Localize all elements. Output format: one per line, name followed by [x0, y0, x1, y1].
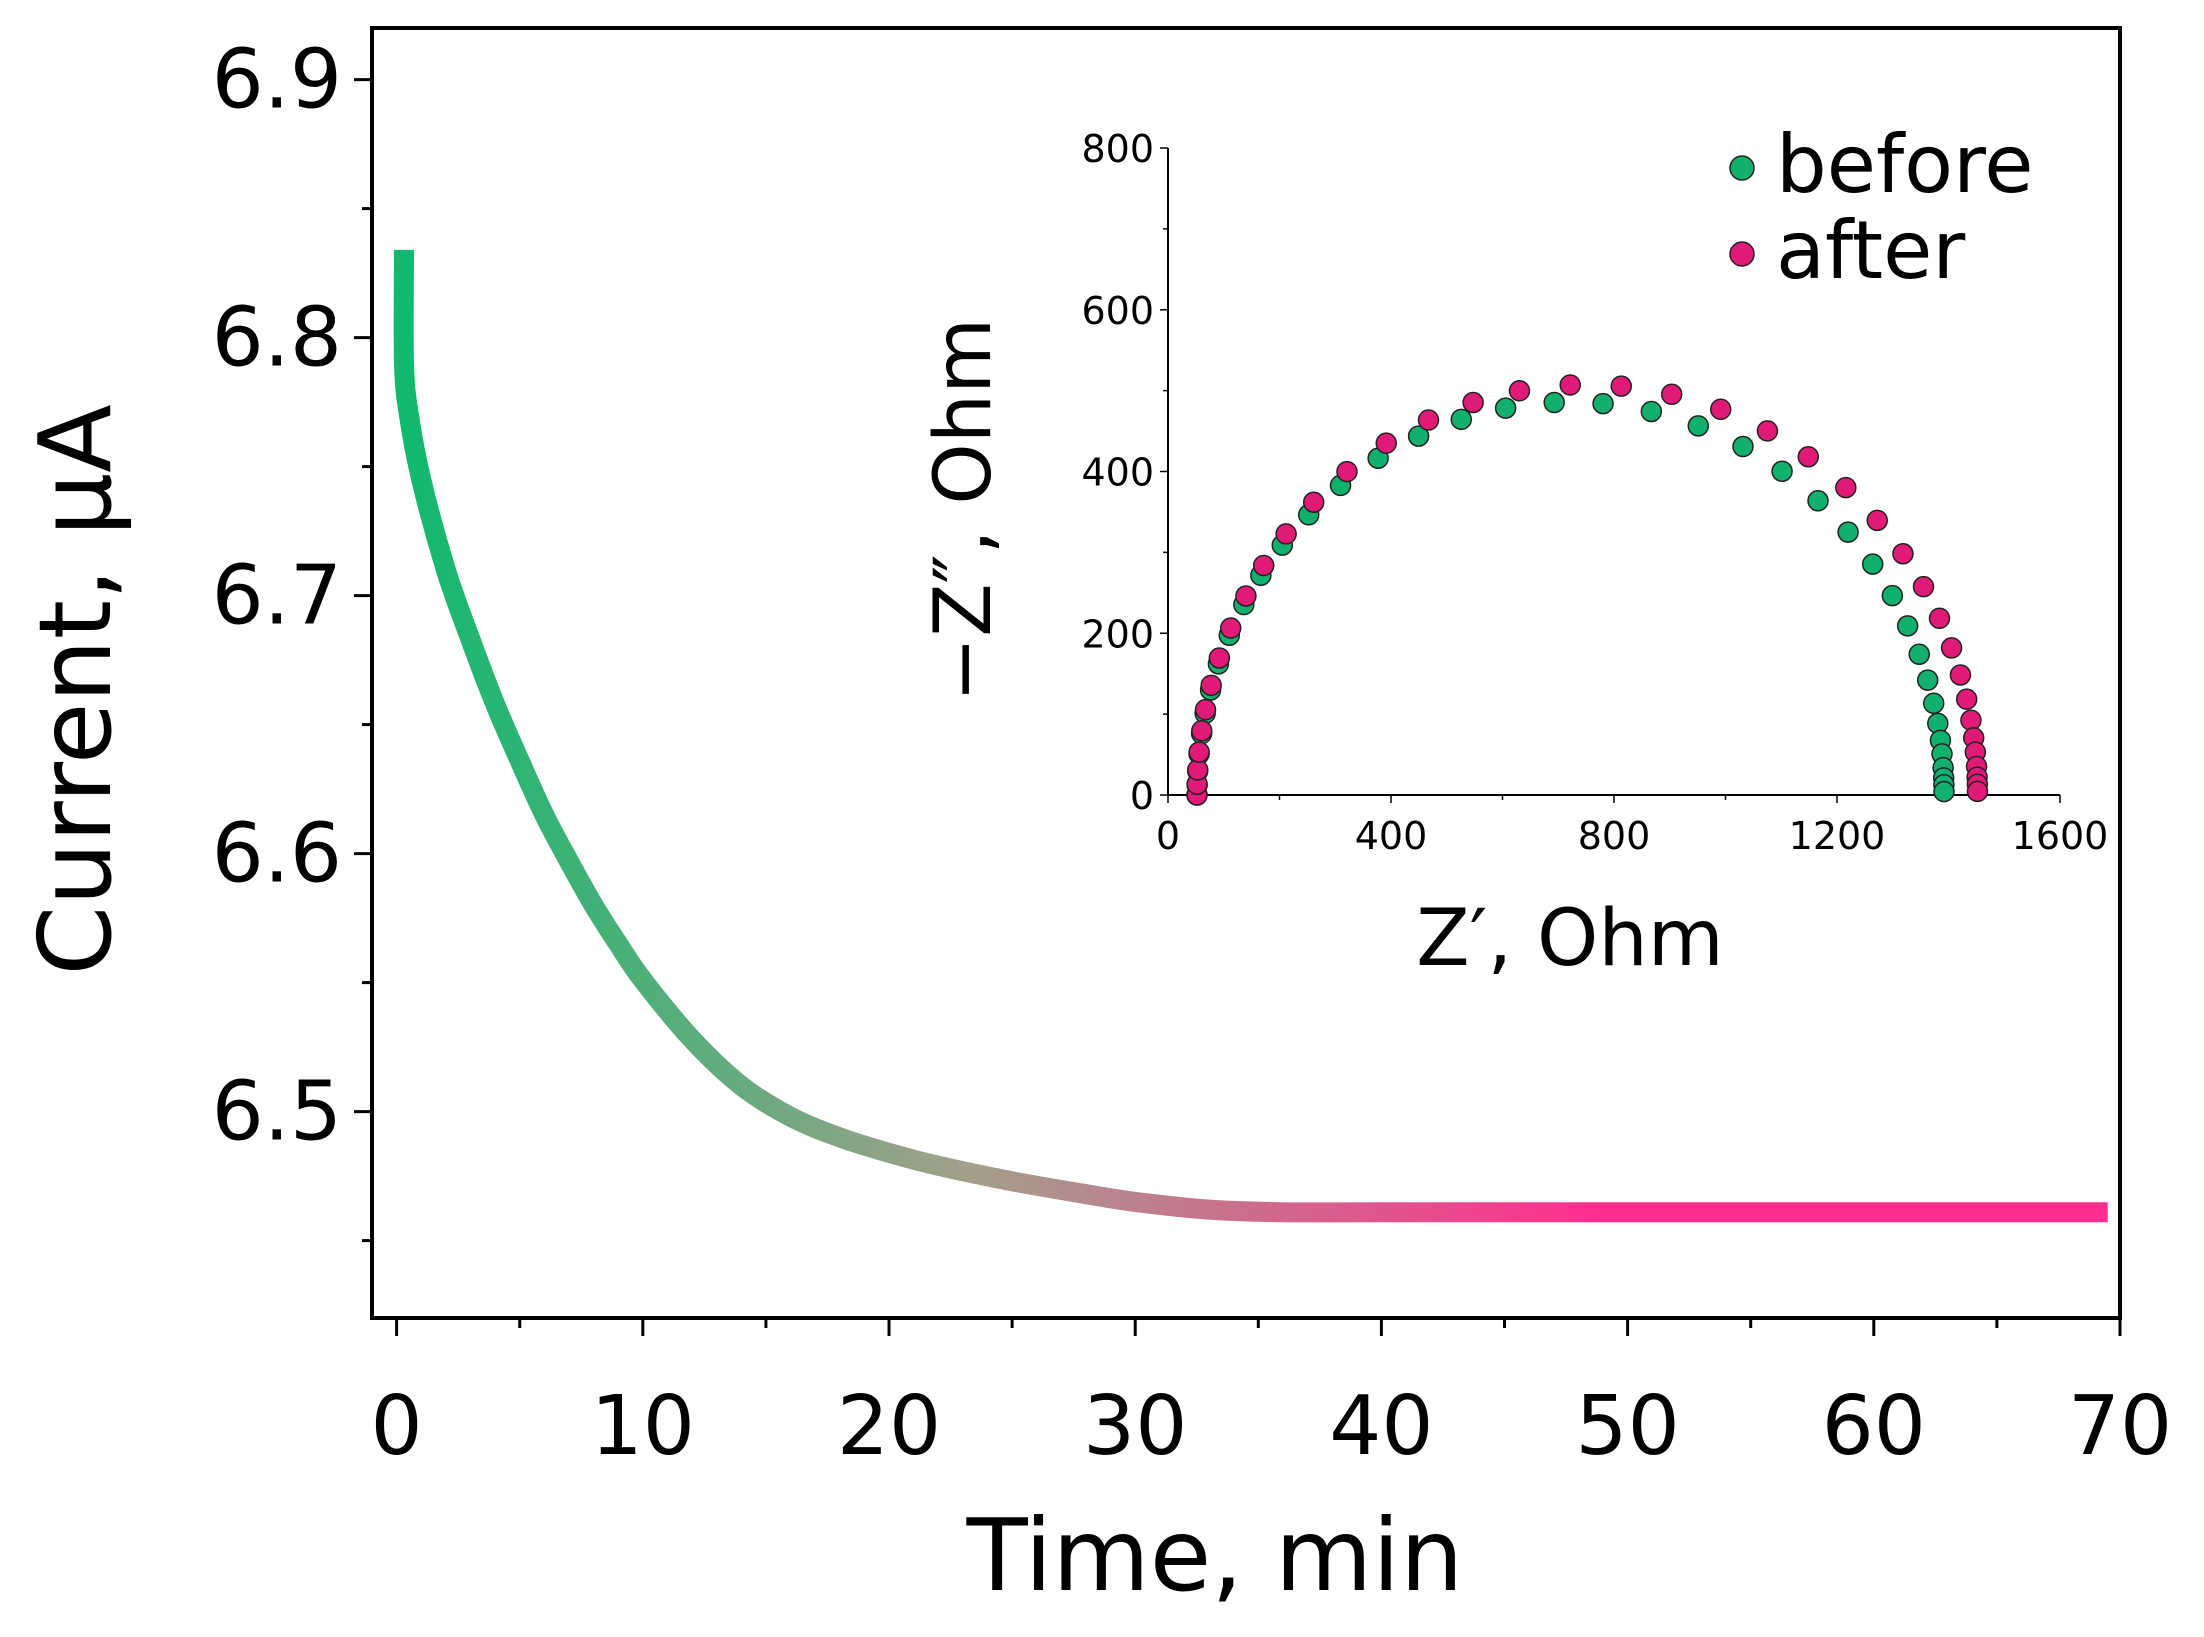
- data-point-after: [1940, 637, 1963, 659]
- inset-y-tick-label: 600: [1081, 289, 1154, 333]
- current-curve: [393, 249, 2108, 1223]
- inset-chart: 0 400 800 1200 1600 0 200 400 600 800 Z′, Ohm −Z…: [919, 118, 2108, 984]
- main-y-axis-title: Current, µA: [17, 404, 134, 975]
- main-series-layer: [393, 249, 2108, 1223]
- data-point-after: [1417, 409, 1440, 431]
- data-point-after: [1660, 383, 1683, 406]
- data-point-after: [1966, 780, 1989, 803]
- legend-label-after: after: [1776, 204, 1965, 297]
- data-point-before: [1837, 521, 1859, 543]
- inset-y-tick-label: 0: [1130, 774, 1154, 818]
- main-x-tick-label: 40: [1329, 1379, 1433, 1474]
- data-point-before: [1687, 415, 1710, 437]
- data-point-after: [1835, 476, 1857, 499]
- data-point-after: [1866, 509, 1889, 532]
- series-after: [1186, 374, 1989, 806]
- main-plot-frame: [370, 26, 2122, 1320]
- main-x-tick-label: 30: [1083, 1379, 1187, 1474]
- data-point-after: [1508, 380, 1531, 402]
- main-chart: 0 10 20 30 40 50 60 70 6.5 6.6 6.7 6.8 6.9 Time, mi…: [17, 26, 2172, 1614]
- legend-marker-after: [1729, 241, 1755, 267]
- inset-x-tick-label: 400: [1355, 814, 1428, 858]
- data-point-before: [1494, 397, 1517, 419]
- data-point-before: [1450, 408, 1473, 431]
- inset-y-tick-label: 800: [1081, 127, 1154, 171]
- data-point-after: [1949, 664, 1972, 686]
- data-point-before: [1543, 391, 1565, 414]
- data-point-after: [1194, 698, 1217, 721]
- main-y-tick-label: 6.6: [212, 807, 342, 902]
- data-point-after: [1912, 575, 1935, 598]
- inset-legend: before after: [1729, 118, 2033, 297]
- data-point-after: [1275, 523, 1297, 545]
- data-point-after: [1709, 398, 1732, 421]
- data-point-after: [1336, 460, 1358, 483]
- main-y-tick-label: 6.8: [212, 291, 342, 386]
- legend-label-before: before: [1776, 118, 2033, 211]
- main-y-tick-label: 6.7: [212, 549, 342, 644]
- inset-x-axis: 0 400 800 1200 1600: [1156, 795, 2108, 858]
- data-point-before: [1771, 460, 1793, 482]
- data-point-after: [1191, 720, 1213, 742]
- data-point-before: [1896, 615, 1919, 637]
- inset-y-tick-label: 400: [1081, 451, 1154, 495]
- data-point-before: [1732, 435, 1754, 458]
- main-x-axis-title: Time, min: [966, 1497, 1464, 1614]
- data-point-before: [1933, 780, 1955, 803]
- main-x-tick-label: 20: [837, 1379, 941, 1474]
- main-x-tick-label: 60: [1822, 1379, 1926, 1474]
- data-point-before: [1916, 669, 1939, 691]
- data-point-before: [1881, 584, 1904, 607]
- main-x-tick-label: 0: [371, 1379, 423, 1474]
- main-x-axis: 0 10 20 30 40 50 60 70: [371, 1318, 2172, 1474]
- data-point-after: [1235, 585, 1257, 607]
- data-point-after: [1928, 607, 1951, 630]
- inset-y-axis: 0 200 400 600 800: [1081, 127, 1168, 818]
- legend-marker-before: [1729, 155, 1755, 181]
- data-point-after: [1756, 420, 1779, 442]
- inset-series-layer: [1186, 374, 1989, 806]
- main-x-tick-label: 70: [2068, 1379, 2172, 1474]
- data-point-after: [1252, 554, 1275, 577]
- data-point-after: [1610, 375, 1633, 397]
- data-point-before: [1592, 392, 1614, 415]
- inset-x-axis-title: Z′, Ohm: [1416, 894, 1724, 984]
- main-y-tick-label: 6.9: [212, 33, 342, 128]
- inset-x-tick-label: 1600: [2012, 814, 2109, 858]
- data-point-after: [1960, 709, 1982, 731]
- series-before: [1186, 391, 1955, 806]
- main-y-tick-label: 6.5: [212, 1065, 342, 1160]
- data-point-before: [1640, 400, 1663, 423]
- data-point-before: [1908, 643, 1930, 665]
- main-x-tick-label: 10: [591, 1379, 695, 1474]
- inset-x-tick-label: 0: [1156, 814, 1180, 858]
- data-point-after: [1375, 432, 1397, 454]
- inset-x-tick-label: 800: [1578, 814, 1651, 858]
- data-point-after: [1188, 741, 1210, 763]
- main-x-tick-label: 50: [1575, 1379, 1679, 1474]
- data-point-before: [1807, 490, 1829, 512]
- data-point-after: [1219, 617, 1242, 639]
- data-point-after: [1892, 542, 1914, 565]
- data-point-after: [1200, 674, 1222, 697]
- data-point-after: [1186, 759, 1209, 781]
- data-point-before: [1922, 692, 1945, 715]
- inset-y-axis-title: −Z″, Ohm: [919, 318, 1009, 702]
- data-point-after: [1955, 688, 1978, 710]
- data-point-before: [1861, 553, 1884, 575]
- inset-y-tick-label: 200: [1081, 612, 1154, 656]
- main-y-axis: 6.5 6.6 6.7 6.8 6.9: [212, 33, 372, 1243]
- data-point-after: [1797, 445, 1820, 468]
- data-point-after: [1208, 647, 1231, 669]
- data-point-after: [1559, 374, 1581, 396]
- data-point-after: [1302, 491, 1325, 514]
- data-point-after: [1462, 391, 1484, 414]
- data-point-before: [1407, 425, 1430, 447]
- inset-x-tick-label: 1200: [1789, 814, 1886, 858]
